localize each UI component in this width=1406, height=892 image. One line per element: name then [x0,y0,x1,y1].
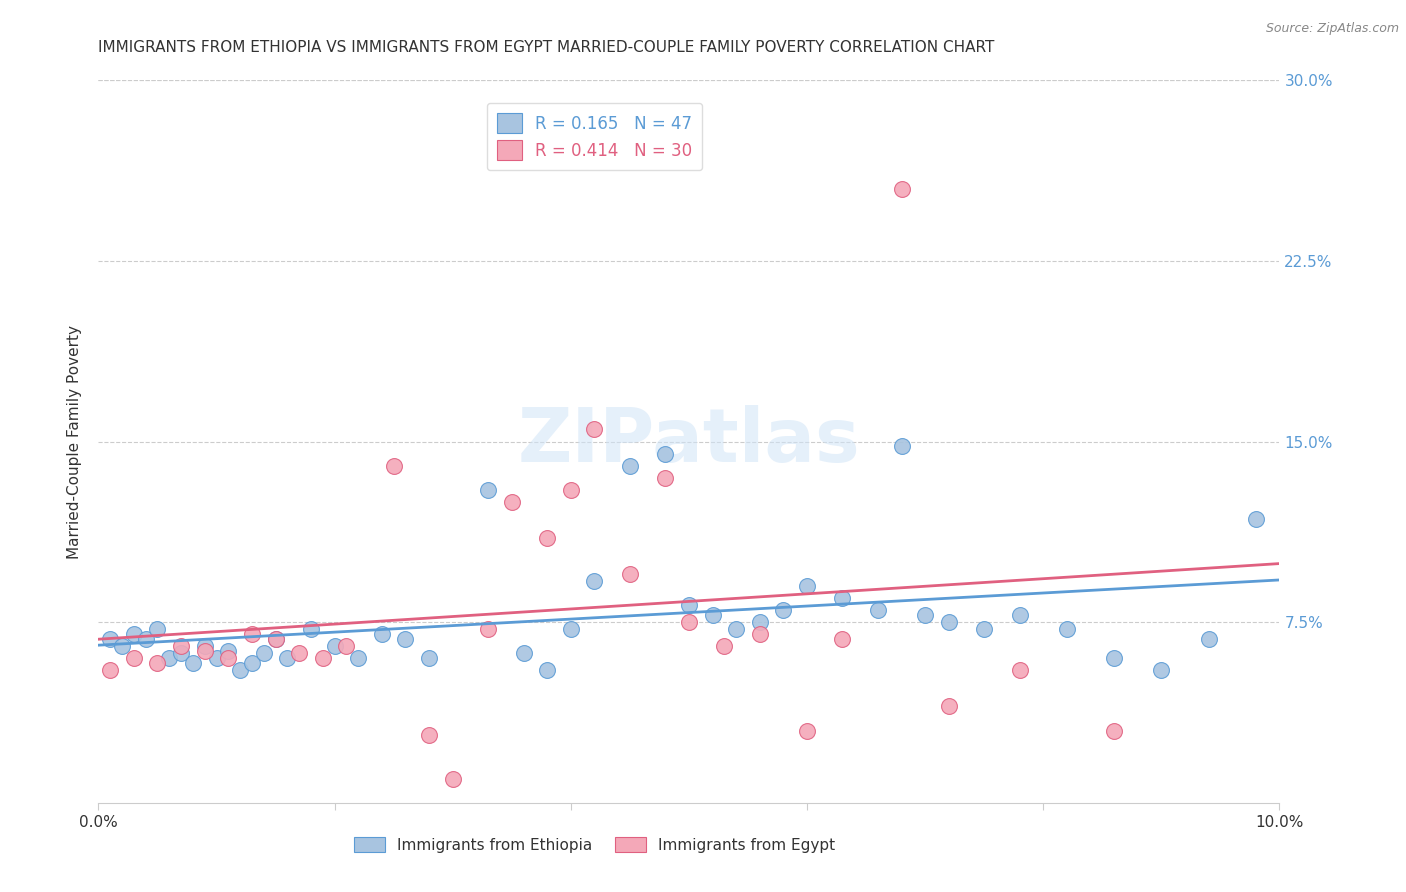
Point [512,647,534,661]
Point [418,651,440,665]
Point [98,632,121,646]
Point [560,483,582,497]
Point [394,632,416,646]
Point [914,607,936,622]
Point [536,664,558,678]
Point [371,627,394,641]
Point [501,494,523,508]
Point [713,639,735,653]
Point [536,531,558,545]
Point [111,639,134,653]
Point [1198,632,1220,646]
Point [181,656,204,670]
Point [477,623,499,637]
Point [1150,664,1173,678]
Point [796,579,818,593]
Point [702,607,724,622]
Point [205,651,228,665]
Point [772,603,794,617]
Point [477,483,499,497]
Point [890,181,912,195]
Point [654,446,676,460]
Point [1244,511,1267,525]
Point [1056,623,1078,637]
Point [831,632,853,646]
Point [122,651,145,665]
Text: IMMIGRANTS FROM ETHIOPIA VS IMMIGRANTS FROM EGYPT MARRIED-COUPLE FAMILY POVERTY : IMMIGRANTS FROM ETHIOPIA VS IMMIGRANTS F… [98,40,995,55]
Point [890,439,912,453]
Point [441,772,464,786]
Point [654,470,676,484]
Point [725,623,748,637]
Point [217,644,239,658]
Point [240,627,263,641]
Point [678,599,700,613]
Point [146,623,169,637]
Point [335,639,357,653]
Point [619,458,641,473]
Point [288,647,311,661]
Point [157,651,180,665]
Point [276,651,298,665]
Point [135,632,157,646]
Point [382,458,405,473]
Point [98,664,121,678]
Point [619,567,641,582]
Point [1102,651,1125,665]
Point [170,647,193,661]
Point [217,651,239,665]
Point [253,647,276,661]
Point [583,422,606,436]
Y-axis label: Married-Couple Family Poverty: Married-Couple Family Poverty [67,325,83,558]
Point [1008,664,1031,678]
Point [194,644,217,658]
Point [748,627,770,641]
Point [1102,723,1125,738]
Point [170,639,193,653]
Point [938,615,960,630]
Point [678,615,700,630]
Point [418,728,440,742]
Point [748,615,770,630]
Point [122,627,145,641]
Text: Source: ZipAtlas.com: Source: ZipAtlas.com [1265,22,1399,36]
Point [229,664,252,678]
Point [1008,607,1031,622]
Point [299,623,322,637]
Point [938,699,960,714]
Point [323,639,346,653]
Point [796,723,818,738]
Point [866,603,889,617]
Point [831,591,853,605]
Point [347,651,370,665]
Point [264,632,287,646]
Point [312,651,335,665]
Point [240,656,263,670]
Point [973,623,995,637]
Point [264,632,287,646]
Point [560,623,582,637]
Legend: Immigrants from Ethiopia, Immigrants from Egypt: Immigrants from Ethiopia, Immigrants fro… [346,829,842,860]
Point [146,656,169,670]
Text: ZIPatlas: ZIPatlas [517,405,860,478]
Point [583,574,606,589]
Point [194,639,217,653]
